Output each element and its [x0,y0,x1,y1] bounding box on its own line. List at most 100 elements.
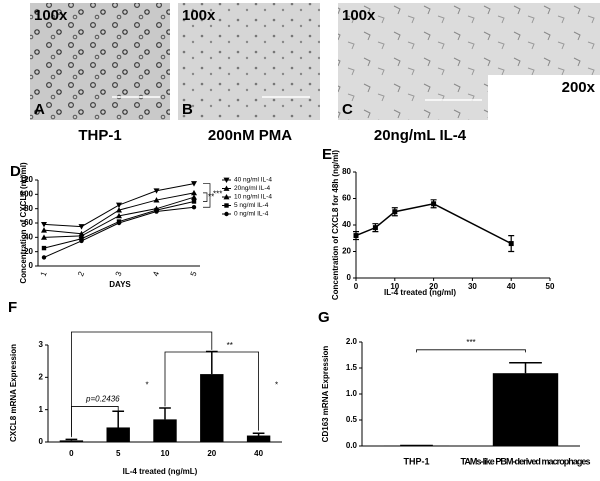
point [508,241,514,247]
panel-letter: E [322,146,332,163]
legend-label: 0 ng/ml IL-4 [234,211,269,218]
point [116,220,122,226]
point [223,185,230,191]
point [79,238,84,244]
point [154,209,159,214]
annotation: *** [466,338,475,347]
x-axis-label: DAYS [109,280,131,289]
y-tick-label: 20 [342,247,351,256]
point [41,234,47,240]
y-tick-label: 1 [39,405,44,414]
error-bar [65,438,78,441]
point [191,181,197,187]
y-tick-label: 0 [39,437,44,446]
legend-label: 20ng/ml IL-4 [234,185,271,192]
image-b: 100x B 200nM PMA [178,3,320,144]
y-tick-label: 3 [39,340,44,349]
x-tick-label: 2 [76,270,86,278]
point [78,224,85,230]
error-bar [112,410,125,428]
annotation: * [275,381,278,390]
bracket [203,192,208,202]
panel-letter: B [182,101,193,118]
bracket [71,331,213,436]
y-tick-label: 1.0 [346,389,358,398]
y-tick-label: 1.5 [346,363,358,372]
bar [153,419,177,442]
point [223,194,230,200]
y-tick-label: 40 [24,232,33,241]
point [41,245,47,251]
annotation: * [145,381,148,390]
bracket [203,183,211,208]
bar [492,373,559,446]
y-tick-label: 60 [342,194,351,203]
y-tick-label: 20 [24,247,33,256]
point [223,177,230,183]
x-tick-label: 3 [114,270,124,278]
y-tick-label: 0.0 [346,441,358,450]
point [116,207,122,213]
x-tick-label: 1 [39,270,49,278]
point [191,189,197,196]
inset-magnification: 200x [562,79,596,96]
x-tick-label: 0 [69,449,74,458]
magnification: 100x [342,7,376,24]
x-tick-label: 4 [151,270,161,278]
point [372,225,378,231]
x-tick-label: 0 [354,282,359,291]
point [353,233,359,239]
y-axis-label: CD163 mRNA Expression [321,346,330,443]
point [116,202,122,209]
x-tick-label: 10 [161,449,170,458]
caption: 200nM PMA [208,127,292,144]
point [224,211,229,217]
magnification: 100x [182,7,216,24]
legend-label: 5 ng/ml IL-4 [234,202,269,209]
bracket [71,406,119,438]
y-tick-label: 0.5 [346,415,358,424]
panel-letter: C [342,101,353,118]
y-tick-label: 40 [342,220,351,229]
y-tick-label: 2.0 [346,337,358,346]
bracket [164,351,259,431]
y-tick-label: 80 [24,204,33,213]
panel-letter: F [8,299,17,316]
error-bar [205,350,218,375]
x-tick-label: 50 [546,282,555,291]
bar [246,435,271,442]
point [392,209,398,215]
annotation: ** [208,192,214,201]
panel-letter: G [318,309,330,326]
annotation: ** [227,341,233,350]
y-tick-label: 60 [24,218,33,227]
image-c: 100x C 200x 20ng/mL IL-4 [338,3,600,144]
point [224,203,229,208]
y-axis-label: Concentration of CXCL8 (ng/ml) [19,162,28,284]
panel-letter: A [34,101,45,118]
point [41,222,47,228]
y-tick-label: 0 [347,273,352,282]
annotation: p=0.2436 [85,395,120,404]
x-tick-label: 10 [390,282,399,291]
x-tick-label: TAMs-like PBM-derived macrophages [461,456,591,466]
point [153,197,160,203]
magnification: 100x [34,7,68,24]
error-bar [159,407,171,420]
bar [200,374,224,442]
point [41,227,47,233]
bar [59,440,84,442]
line [355,203,512,245]
caption: 20ng/mL IL-4 [374,127,467,144]
y-tick-label: 2 [39,372,44,381]
panel-letter: D [10,163,21,180]
error-bar [509,362,542,374]
point [41,255,47,260]
x-tick-label: 30 [468,282,477,291]
legend-label: 40 ng/ml IL-4 [234,177,272,184]
y-tick-label: 100 [20,189,34,198]
bracket [416,349,526,353]
image-a: 100x A THP-1 [30,3,170,144]
bar [106,427,130,442]
